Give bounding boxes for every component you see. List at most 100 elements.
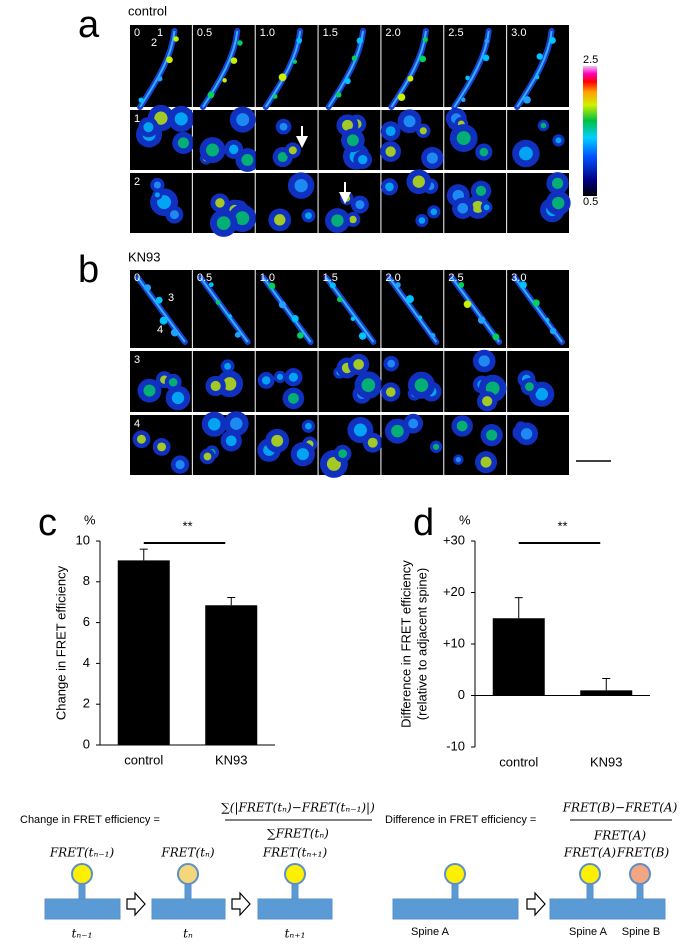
- spine: [296, 37, 303, 44]
- spine-blob: [175, 460, 185, 470]
- spine: [351, 55, 358, 61]
- diagram-label: FRET(tₙ): [160, 846, 214, 860]
- time-label: 2.0: [385, 272, 400, 284]
- dendrite: [200, 277, 249, 343]
- time-label: 0: [134, 272, 140, 284]
- spine-blob: [385, 182, 394, 192]
- spine: [268, 282, 276, 290]
- spine: [465, 75, 470, 81]
- spine-marker: 1: [157, 27, 163, 39]
- time-label: 0.5: [197, 27, 212, 39]
- spine-blob: [305, 212, 312, 220]
- spine-blob: [475, 185, 487, 197]
- diagram-label: Spine A: [411, 926, 450, 938]
- formula-numerator: ∑(|FRET(tₙ)−FRET(tₙ₋₁)|): [221, 801, 375, 815]
- spine: [532, 299, 540, 307]
- spine: [492, 333, 500, 341]
- time-label: 1.5: [323, 272, 338, 284]
- spine: [230, 57, 238, 64]
- spine-blob: [555, 137, 562, 144]
- dendrite: [516, 30, 553, 108]
- y-tick-label: 4: [83, 655, 90, 670]
- spine-blob: [471, 200, 484, 213]
- spine-diagram: [44, 863, 666, 920]
- spine-blob: [241, 154, 254, 166]
- spine: [222, 78, 227, 83]
- spine-blob: [358, 154, 368, 165]
- y-tick-label: 0: [458, 687, 465, 702]
- spine-blob: [236, 113, 250, 127]
- spine: [430, 333, 436, 339]
- spine: [458, 281, 465, 288]
- bar: [117, 560, 170, 745]
- dendrite: [325, 277, 375, 343]
- spine-blob: [456, 420, 468, 432]
- spine-blob: [479, 147, 489, 157]
- spine-blob: [215, 198, 225, 208]
- spine-blob: [391, 424, 404, 438]
- time-label: 1.0: [260, 27, 275, 39]
- diagram-label: FRET(tₙ₋₁): [49, 846, 115, 860]
- spine-blob: [288, 372, 298, 382]
- spine: [166, 56, 173, 64]
- spine-blob: [456, 131, 471, 146]
- spine-blob: [154, 111, 168, 125]
- panel-label: d: [413, 502, 434, 544]
- spine-blob: [136, 434, 146, 444]
- spine-blob: [385, 146, 396, 157]
- formula-denominator: ∑FRET(tₙ): [267, 827, 329, 841]
- y-tick-label: -10: [446, 738, 465, 753]
- spine-blob: [519, 146, 533, 161]
- spine: [418, 315, 423, 320]
- spine-blob: [412, 175, 425, 188]
- y-tick-label: 8: [83, 573, 90, 588]
- spine-blob: [353, 423, 367, 437]
- formula-denominator: FRET(A): [593, 829, 646, 843]
- spine: [159, 316, 168, 325]
- spine-blob: [551, 177, 564, 189]
- spine: [291, 315, 299, 323]
- spine-blob: [455, 457, 461, 463]
- spine-blob: [225, 435, 237, 447]
- spine: [395, 282, 401, 288]
- spine-blob: [276, 373, 284, 380]
- spine-blob: [414, 378, 429, 392]
- spine: [144, 284, 152, 292]
- spine-blob: [154, 192, 160, 198]
- spine-blob: [294, 178, 308, 193]
- spine-blob: [157, 442, 167, 452]
- bar: [580, 690, 633, 696]
- spine-blob: [408, 418, 419, 429]
- spine-blob: [279, 122, 288, 131]
- spine-blob: [540, 122, 547, 129]
- time-label: 0: [134, 27, 140, 39]
- spine: [278, 301, 286, 309]
- spine: [545, 317, 550, 323]
- time-label: 2.5: [448, 272, 463, 284]
- spine-blob: [143, 122, 154, 133]
- spine: [337, 296, 343, 303]
- diagram-label: Spine A: [569, 926, 608, 938]
- diagram-label: FRET(tₙ₊₁): [262, 846, 328, 860]
- spine: [358, 332, 367, 340]
- time-label: 3.0: [511, 272, 526, 284]
- spine-blob: [288, 146, 297, 155]
- spine-blob: [207, 417, 221, 431]
- spine-blob: [535, 387, 549, 401]
- spine-blob: [480, 456, 492, 468]
- panel-label: c: [38, 502, 57, 544]
- spine-blob: [153, 181, 161, 189]
- time-label: 3.0: [511, 27, 526, 39]
- spine-blob: [457, 202, 469, 214]
- spine: [292, 59, 298, 64]
- spine-blob: [349, 215, 357, 224]
- spine: [215, 300, 221, 305]
- spine: [234, 331, 241, 338]
- time-label: 1.0: [260, 272, 275, 284]
- spine: [419, 55, 427, 63]
- spine: [549, 327, 557, 335]
- significance-label: **: [182, 518, 192, 533]
- spine: [278, 73, 287, 82]
- spine-blob: [342, 119, 353, 131]
- spine-marker: 3: [168, 292, 174, 304]
